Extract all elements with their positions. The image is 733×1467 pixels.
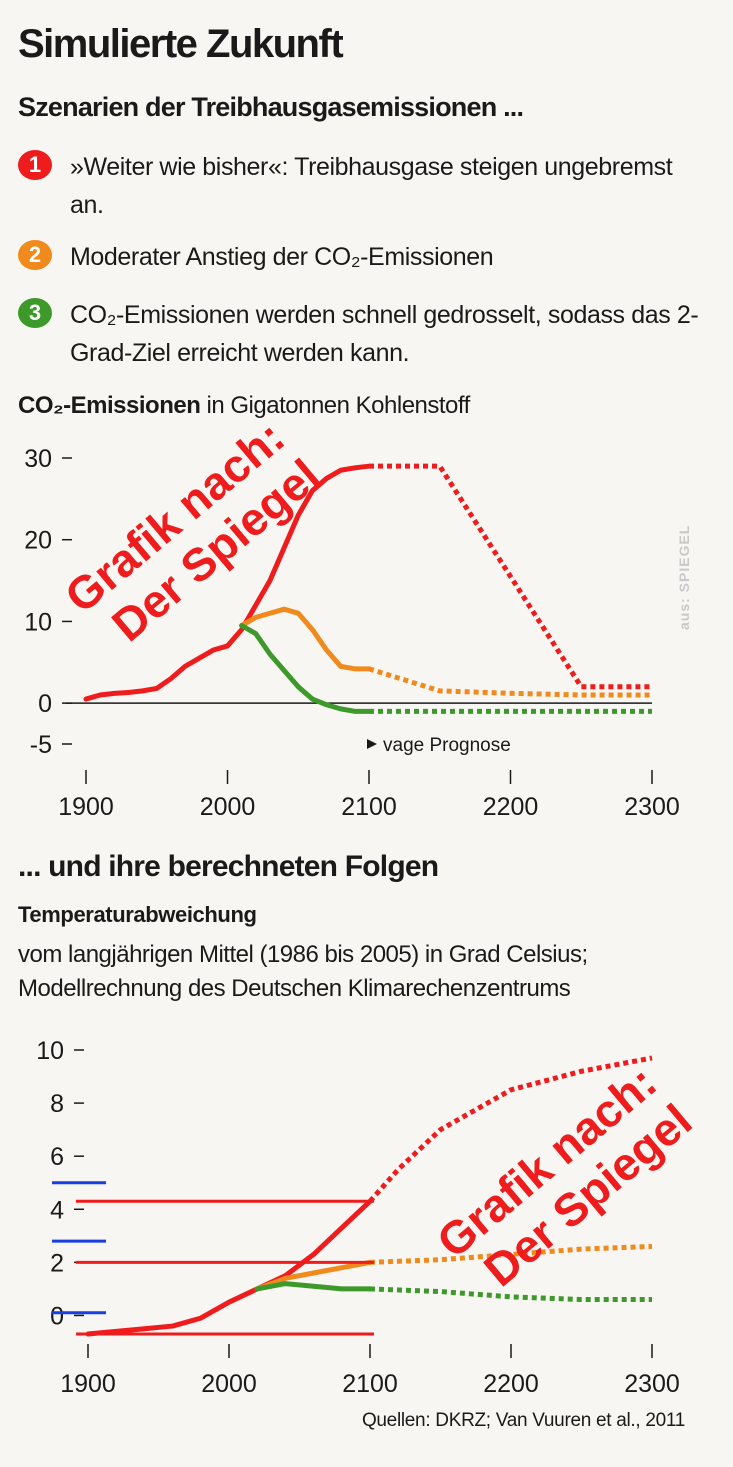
x-tick-label: 2000 xyxy=(201,1370,257,1398)
x-tick-label: 2000 xyxy=(200,793,256,821)
series-green-projection xyxy=(370,1289,652,1300)
y-tick-label: 0 xyxy=(50,1302,64,1330)
y-tick-label: 20 xyxy=(24,527,52,555)
chart1-title: CO₂-Emissionen in Gigatonnen Kohlenstoff xyxy=(18,392,470,420)
watermark: aus: SPIEGEL xyxy=(676,490,696,630)
series-green-line xyxy=(257,1284,370,1289)
page-subtitle: Szenarien der Treibhausgasemissionen ... xyxy=(18,92,523,123)
series-red-projection xyxy=(370,1058,652,1201)
series-red-line xyxy=(88,1201,370,1334)
x-tick-label: 2200 xyxy=(483,793,539,821)
series-red-projection xyxy=(369,466,652,687)
sources: Quellen: DKRZ; Van Vuuren et al., 2011 xyxy=(362,1410,685,1432)
scenario-3-badge: 3 xyxy=(18,298,52,328)
x-tick-label: 2200 xyxy=(483,1370,539,1398)
y-tick-label: -5 xyxy=(30,731,52,759)
section-2-title: ... und ihre berechneten Folgen xyxy=(18,850,438,884)
scenario-3-text: CO₂-Emissionen werden schnell gedrosselt… xyxy=(70,296,710,372)
series-red-line xyxy=(86,466,369,699)
series-orange-projection xyxy=(370,1246,652,1262)
y-tick-label: 30 xyxy=(24,445,52,473)
chart2-title: Temperaturabweichung xyxy=(18,902,257,928)
scenario-2-text: Moderater Anstieg der CO₂-Emissionen xyxy=(70,238,710,276)
y-tick-label: 4 xyxy=(50,1196,64,1224)
y-tick-label: 6 xyxy=(50,1143,64,1171)
annotation-arrow-icon xyxy=(367,739,377,749)
chart1-title-rest: in Gigatonnen Kohlenstoff xyxy=(200,392,469,419)
scenario-1-badge: 1 xyxy=(18,150,52,180)
chart2-subtitle: vom langjährigen Mittel (1986 bis 2005) … xyxy=(18,938,718,1006)
x-tick-label: 2300 xyxy=(624,1370,680,1398)
x-tick-label: 2100 xyxy=(341,793,397,821)
y-tick-label: 10 xyxy=(24,608,52,636)
x-tick-label: 2100 xyxy=(342,1370,398,1398)
y-tick-label: 2 xyxy=(50,1249,64,1277)
annotation-label: vage Prognose xyxy=(383,735,511,756)
y-tick-label: 10 xyxy=(36,1037,64,1065)
x-tick-label: 2300 xyxy=(624,793,680,821)
x-tick-label: 1900 xyxy=(60,1370,116,1398)
y-tick-label: 8 xyxy=(50,1090,64,1118)
scenario-1: 1 »Weiter wie bisher«: Treibhausgase ste… xyxy=(18,148,718,228)
y-tick-label: 0 xyxy=(38,690,52,718)
scenario-2: 2 Moderater Anstieg der CO₂-Emissionen xyxy=(18,238,718,278)
scenario-3: 3 CO₂-Emissionen werden schnell gedrosse… xyxy=(18,296,718,376)
co2-emissions-chart: 30 20 10 0 -5 1900 2000 2100 2200 2300 vage Progno… xyxy=(0,430,733,830)
series-orange-projection xyxy=(369,669,652,695)
scenario-2-badge: 2 xyxy=(18,240,52,270)
chart1-title-bold: CO₂-Emissionen xyxy=(18,392,200,419)
x-tick-label: 1900 xyxy=(58,793,114,821)
scenario-1-text: »Weiter wie bisher«: Treibhausgase steig… xyxy=(70,148,710,224)
page-title: Simulierte Zukunft xyxy=(18,22,342,67)
temperature-chart: 10 8 6 4 2 0 1900 2000 2100 2200 2300 xyxy=(0,1020,733,1410)
